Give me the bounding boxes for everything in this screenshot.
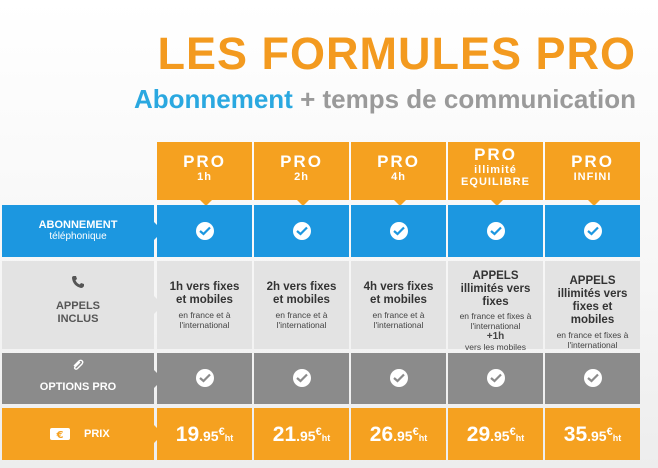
paperclip-icon	[2, 359, 154, 378]
check-icon	[583, 222, 602, 240]
row-label-options: OPTIONS PRO	[2, 353, 163, 404]
row-label-prix: € PRIX	[2, 408, 163, 460]
check-icon	[583, 369, 602, 387]
row-label-text: ABONNEMENT	[38, 219, 118, 231]
plan-sub: 2h	[294, 171, 309, 183]
price-value: 26.95€ht	[369, 423, 428, 446]
plan-sub: INFINI	[573, 171, 612, 183]
ticket-icon: €	[49, 427, 71, 446]
appels-small: en france et fixes à l'international	[556, 330, 629, 350]
appels-small: en france et à l'international	[275, 310, 328, 330]
plan-name: PRO	[571, 152, 614, 171]
row-label-subtext: téléphonique	[49, 231, 107, 242]
price-cell[interactable]: 19.95€ht	[157, 408, 252, 460]
options-cell	[254, 353, 349, 404]
plan-sub: 1h	[197, 171, 212, 183]
abonnement-cell	[351, 205, 446, 257]
plan-header-pro-illimite-equilibre[interactable]: PRO illimité EQUILIBRE	[448, 142, 543, 206]
check-icon	[195, 222, 214, 240]
check-icon	[486, 369, 505, 387]
appels-main: 4h vers fixes et mobiles	[363, 281, 434, 306]
appels-main: 1h vers fixes et mobiles	[169, 281, 240, 306]
options-cell	[448, 353, 543, 404]
appels-main: 2h vers fixes et mobiles	[266, 281, 337, 306]
row-label-appels: APPELS INCLUS	[2, 261, 163, 349]
plan-header-pro-2h[interactable]: PRO 2h	[254, 142, 349, 206]
options-cell	[157, 353, 252, 404]
price-value: 21.95€ht	[272, 423, 331, 446]
appels-small: en france et fixes à l'international	[459, 311, 532, 331]
price-value: 29.95€ht	[466, 423, 525, 446]
subtitle-plus: +	[300, 84, 316, 114]
price-cell[interactable]: 26.95€ht	[351, 408, 446, 460]
plan-header-pro-infini[interactable]: PRO INFINI	[545, 142, 640, 206]
plan-name: PRO	[183, 152, 226, 171]
row-label-text: OPTIONS PRO	[39, 381, 117, 393]
appels-cell: 2h vers fixes et mobiles en france et à …	[254, 261, 349, 349]
appels-cell: 4h vers fixes et mobiles en france et à …	[351, 261, 446, 349]
options-cell	[545, 353, 640, 404]
plan-sub2: EQUILIBRE	[461, 176, 530, 188]
svg-text:€: €	[56, 430, 64, 441]
appels-small: en france et à l'international	[372, 310, 425, 330]
price-cell[interactable]: 21.95€ht	[254, 408, 349, 460]
appels-cell: 1h vers fixes et mobiles en france et à …	[157, 261, 252, 349]
appels-extra-small: vers les mobiles	[465, 342, 526, 352]
price-value: 35.95€ht	[563, 423, 622, 446]
plan-header-pro-4h[interactable]: PRO 4h	[351, 142, 446, 206]
phone-icon	[2, 275, 154, 294]
abonnement-cell	[157, 205, 252, 257]
appels-cell: APPELS illimités vers fixes en france et…	[448, 261, 543, 352]
price-value: 19.95€ht	[175, 423, 234, 446]
subtitle-temps: temps de communication	[322, 84, 637, 114]
check-icon	[486, 222, 505, 240]
row-label-text: APPELS	[55, 300, 100, 312]
check-icon	[195, 369, 214, 387]
abonnement-cell	[254, 205, 349, 257]
check-icon	[292, 222, 311, 240]
appels-main: APPELS illimités vers fixes	[460, 270, 531, 308]
check-icon	[389, 222, 408, 240]
page-title: LES FORMULES PRO	[157, 28, 636, 79]
plan-name: PRO	[377, 152, 420, 171]
appels-small: en france et à l'international	[178, 310, 231, 330]
appels-extra: +1h	[486, 331, 505, 342]
check-icon	[389, 369, 408, 387]
page-subtitle: Abonnement + temps de communication	[134, 84, 636, 114]
appels-main: APPELS illimités vers fixes et mobiles	[557, 275, 628, 326]
price-cell[interactable]: 35.95€ht	[545, 408, 640, 460]
plan-sub: illimité	[474, 164, 517, 176]
row-label-abonnement: ABONNEMENT téléphonique	[2, 205, 163, 257]
plan-name: PRO	[280, 152, 323, 171]
row-label-text: PRIX	[84, 428, 110, 440]
price-cell[interactable]: 29.95€ht	[448, 408, 543, 460]
options-cell	[351, 353, 446, 404]
appels-cell: APPELS illimités vers fixes et mobiles e…	[545, 261, 640, 350]
plan-sub: 4h	[391, 171, 406, 183]
abonnement-cell	[545, 205, 640, 257]
abonnement-cell	[448, 205, 543, 257]
subtitle-abonnement: Abonnement	[133, 84, 293, 114]
row-label-subtext: INCLUS	[57, 313, 99, 325]
check-icon	[292, 369, 311, 387]
plan-header-pro-1h[interactable]: PRO 1h	[157, 142, 252, 206]
plan-name: PRO	[474, 145, 517, 164]
